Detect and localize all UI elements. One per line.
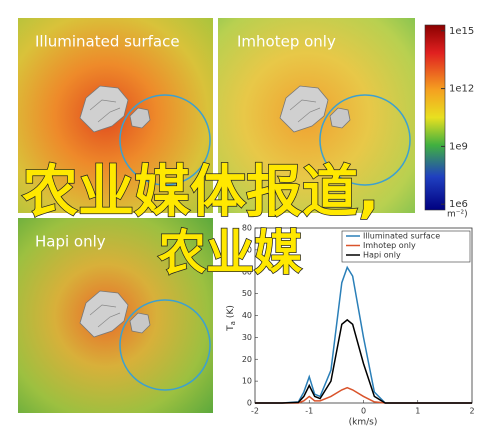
colorbar-ticks: 1e15 1e12 1e9 1e6: [441, 26, 474, 210]
panel-title: Illuminated surface: [35, 33, 180, 51]
y-label-main: T: [226, 325, 236, 332]
colorbar-label: m⁻²): [447, 210, 468, 220]
colorbar-tick-label: 1e6: [449, 199, 468, 210]
legend-label: Imhotep only: [363, 241, 416, 250]
y-tick-label: 30: [242, 333, 252, 342]
y-label-unit: (K): [226, 305, 236, 318]
panel: Hapi only: [18, 218, 213, 413]
x-tick-label: 1: [415, 407, 420, 416]
x-tick-label: 0: [361, 407, 366, 416]
colorbar-tick-label: 1e9: [449, 141, 468, 152]
y-tick-label: 60: [242, 267, 252, 276]
colorbar-tick-label: 1e15: [449, 26, 474, 37]
series-line: [255, 318, 472, 404]
x-tick-label: 2: [469, 407, 474, 416]
y-tick-label: 80: [242, 224, 252, 233]
orbit-circle: [119, 94, 211, 186]
series-line: [255, 265, 472, 404]
legend-label: Illuminated surface: [363, 232, 440, 241]
y-tick-label: 10: [242, 377, 252, 386]
overlay-text: 农业媒体报道,: [22, 160, 379, 225]
panel: Illuminated surface: [18, 18, 213, 213]
panel-title: Imhotep only: [237, 33, 336, 51]
x-axis-label: (km/s): [349, 418, 378, 428]
orbit-circle: [319, 94, 411, 186]
y-tick-label: 40: [242, 311, 252, 320]
colorbar-tick-label: 1e12: [449, 84, 474, 95]
y-tick-label: 20: [242, 355, 252, 364]
legend-box: [341, 230, 471, 263]
y-axis-label: Ta (K): [226, 305, 238, 332]
y-label-sub: a: [229, 321, 237, 325]
y-tick-label: 50: [242, 289, 252, 298]
y-tick-label: 0: [247, 399, 252, 408]
series-line: [255, 386, 472, 404]
panel-title: Hapi only: [35, 233, 106, 251]
overlay-text: 农业媒: [158, 225, 303, 281]
x-tick-label: -2: [251, 407, 259, 416]
x-tick-label: -1: [305, 407, 313, 416]
legend-label: Hapi only: [363, 251, 401, 260]
panel: Imhotep only: [218, 18, 415, 213]
y-tick-label: 70: [242, 245, 252, 254]
colorbar: [424, 24, 446, 211]
orbit-circle: [119, 299, 211, 391]
